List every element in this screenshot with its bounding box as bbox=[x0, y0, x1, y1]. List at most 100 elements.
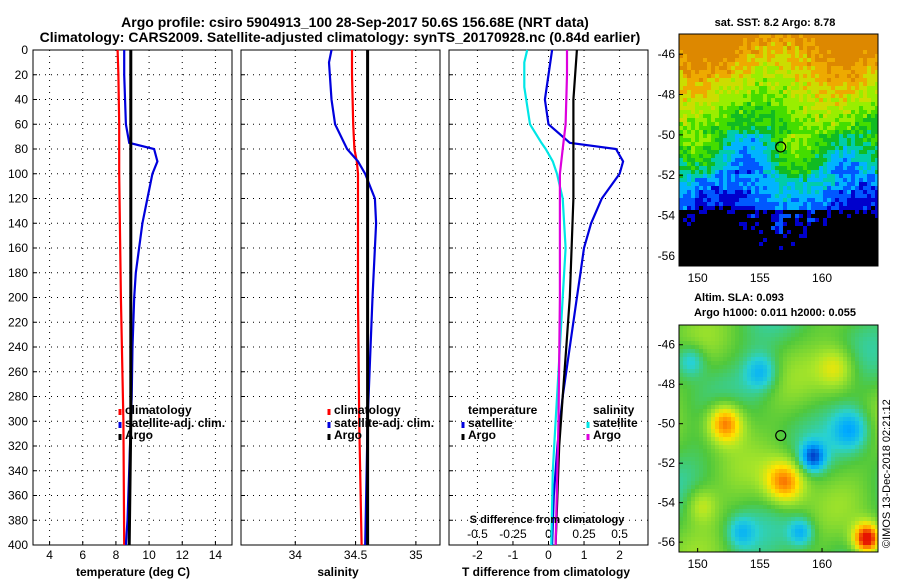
map-lat-label: -50 bbox=[658, 417, 676, 431]
x-tick-label: 10 bbox=[142, 548, 156, 562]
map-lat-label: -54 bbox=[658, 209, 676, 223]
sst-map-panel: sat. SST: 8.2 Argo: 8.78 150 155 160 -46 -48… bbox=[658, 17, 879, 285]
depth-tick-label: 120 bbox=[8, 192, 28, 206]
map-lat-label: -48 bbox=[658, 88, 676, 102]
legend-temperature-argo-label: Argo bbox=[468, 428, 496, 442]
figure-title-line1: Argo profile: csiro 5904913_100 28-Sep-2… bbox=[121, 14, 589, 30]
difference-axes-frame bbox=[448, 49, 649, 546]
x-tick-label: -1 bbox=[508, 548, 519, 562]
depth-tick-label: 360 bbox=[8, 489, 28, 503]
sst-map-frame bbox=[678, 33, 879, 267]
x-tick-label: 12 bbox=[176, 548, 190, 562]
map-lat-label: -56 bbox=[658, 535, 676, 549]
depth-tick-label: 0 bbox=[21, 43, 28, 57]
map-lat-label: -50 bbox=[658, 128, 676, 142]
difference-legend: temperature satellite Argo salinity sate… bbox=[461, 403, 638, 442]
x-tick-label: 0 bbox=[545, 548, 552, 562]
salinity-legend: climatology satellite-adj. clim. Argo bbox=[327, 403, 434, 442]
legend-temperature-title: temperature bbox=[468, 403, 538, 417]
legend-salinity-argo-label: Argo bbox=[593, 428, 621, 442]
map-lat-label: -46 bbox=[658, 47, 676, 61]
legend-argo-label: Argo bbox=[125, 428, 153, 442]
legend-salinity-satellite-label: satellite bbox=[593, 416, 638, 430]
s-tick-label: -0.5 bbox=[467, 527, 488, 541]
sla-map-panel: Altim. SLA: 0.093 Argo h1000: 0.011 h200… bbox=[658, 292, 879, 571]
legend-satellite-label: satellite-adj. clim. bbox=[334, 416, 434, 430]
x-tick-label: 14 bbox=[209, 548, 223, 562]
sst-map-title: sat. SST: 8.2 Argo: 8.78 bbox=[715, 17, 836, 29]
temperature-axes-frame bbox=[32, 49, 233, 546]
legend-satellite-label: satellite-adj. clim. bbox=[125, 416, 225, 430]
map-lat-label: -52 bbox=[658, 456, 676, 470]
map-lon-label: 150 bbox=[688, 557, 708, 571]
depth-tick-label: 100 bbox=[8, 167, 28, 181]
depth-tick-label: 300 bbox=[8, 414, 28, 428]
series-argo bbox=[127, 50, 133, 546]
map-lat-label: -46 bbox=[658, 338, 676, 352]
series-salinity-argo bbox=[554, 50, 569, 546]
depth-tick-label: 240 bbox=[8, 340, 28, 354]
difference-panel: -2 -1 0 1 2 -0.5 -0.25 0 0.25 0.5 S difference fr… bbox=[448, 49, 649, 579]
legend-temperature-satellite-label: satellite bbox=[468, 416, 513, 430]
map-lon-label: 155 bbox=[750, 271, 770, 285]
sst-argo-location-marker bbox=[775, 141, 787, 153]
salinity-panel: 34 34.5 35 salinity climatology satellite-… bbox=[240, 49, 441, 579]
depth-tick-label: 60 bbox=[15, 117, 29, 131]
series-climatology bbox=[116, 49, 126, 546]
s-difference-label: S difference from climatology bbox=[470, 514, 626, 526]
legend-climatology-label: climatology bbox=[334, 403, 401, 417]
series-salinity-satellite bbox=[523, 49, 567, 546]
map-lon-label: 150 bbox=[688, 271, 708, 285]
map-lat-label: -54 bbox=[658, 496, 676, 510]
legend-argo-label: Argo bbox=[334, 428, 362, 442]
s-tick-label: -0.25 bbox=[499, 527, 527, 541]
depth-tick-label: 380 bbox=[8, 513, 28, 527]
map-lat-label: -48 bbox=[658, 377, 676, 391]
depth-tick-label: 180 bbox=[8, 266, 28, 280]
map-lon-label: 155 bbox=[750, 557, 770, 571]
depth-tick-label: 340 bbox=[8, 464, 28, 478]
x-tick-label: 34 bbox=[289, 548, 303, 562]
sla-map-title: Altim. SLA: 0.093 bbox=[694, 292, 784, 304]
depth-tick-label: 280 bbox=[8, 390, 28, 404]
legend-climatology-label: climatology bbox=[125, 403, 192, 417]
x-tick-label: 2 bbox=[616, 548, 623, 562]
temperature-panel: 4 6 8 10 12 140204060801001201401601802002202… bbox=[8, 43, 233, 579]
sla-map-frame bbox=[678, 324, 879, 553]
sla-heatmap bbox=[679, 325, 878, 552]
figure-title-line2: Climatology: CARS2009. Satellite-adjuste… bbox=[40, 29, 641, 45]
t-difference-label: T difference from climatology bbox=[462, 565, 630, 579]
sla-argo-location-marker bbox=[775, 429, 787, 442]
s-tick-label: 0.25 bbox=[572, 527, 596, 541]
depth-tick-label: 260 bbox=[8, 365, 28, 379]
depth-tick-label: 200 bbox=[8, 291, 28, 305]
x-tick-label: 6 bbox=[79, 548, 86, 562]
map-lon-label: 160 bbox=[812, 557, 832, 571]
depth-tick-label: 400 bbox=[8, 538, 28, 552]
x-tick-label: 35 bbox=[409, 548, 423, 562]
depth-tick-label: 320 bbox=[8, 439, 28, 453]
temperature-legend: climatology satellite-adj. clim. Argo bbox=[118, 403, 225, 442]
depth-tick-label: 80 bbox=[15, 142, 29, 156]
s-tick-label: 0.5 bbox=[611, 527, 628, 541]
x-tick-label: 8 bbox=[113, 548, 120, 562]
sla-map-subtitle: Argo h1000: 0.011 h2000: 0.055 bbox=[694, 307, 856, 319]
s-tick-label: 0 bbox=[545, 527, 552, 541]
depth-tick-label: 220 bbox=[8, 315, 28, 329]
depth-tick-label: 40 bbox=[15, 93, 29, 107]
x-tick-label: 1 bbox=[581, 548, 588, 562]
depth-tick-label: 160 bbox=[8, 241, 28, 255]
x-tick-label: 4 bbox=[46, 548, 53, 562]
map-lat-label: -52 bbox=[658, 168, 676, 182]
salinity-xlabel: salinity bbox=[317, 565, 359, 579]
sst-heatmap bbox=[679, 34, 878, 266]
depth-tick-label: 140 bbox=[8, 216, 28, 230]
x-tick-label: 34.5 bbox=[344, 548, 368, 562]
map-lat-label: -56 bbox=[658, 249, 676, 263]
temperature-xlabel: temperature (deg C) bbox=[76, 565, 190, 579]
imos-credit: ©IMOS 13-Dec-2018 02:21:12 bbox=[881, 399, 893, 548]
map-lon-label: 160 bbox=[812, 271, 832, 285]
legend-salinity-title: salinity bbox=[593, 403, 635, 417]
salinity-axes-frame bbox=[240, 49, 441, 546]
